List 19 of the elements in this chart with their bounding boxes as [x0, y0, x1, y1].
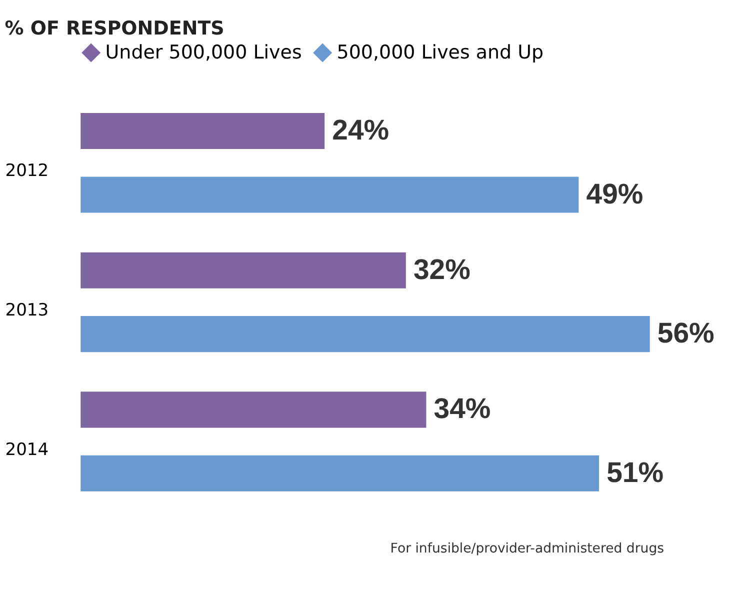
- data-label: 24%: [332, 114, 390, 147]
- legend-label: Under 500,000 Lives: [105, 41, 302, 64]
- y-tick-label: 2013: [5, 300, 49, 320]
- y-tick-label: 2014: [5, 440, 49, 460]
- data-label: 34%: [434, 393, 491, 426]
- data-label: 51%: [606, 456, 664, 489]
- bar: [80, 252, 406, 288]
- data-label: 32%: [413, 254, 470, 286]
- legend-label: 500,000 Lives and Up: [336, 41, 544, 64]
- bar: [80, 113, 325, 150]
- bar: [80, 316, 650, 352]
- bar: [80, 455, 600, 492]
- bar: [80, 176, 579, 213]
- bar: [80, 392, 426, 428]
- chart-title: % OF RESPONDENTS: [4, 18, 224, 40]
- data-label: 56%: [657, 318, 714, 350]
- text: For infusible/provider-administered drugs: [390, 542, 664, 557]
- y-tick-label: 2012: [5, 161, 49, 182]
- data-label: 49%: [586, 178, 644, 210]
